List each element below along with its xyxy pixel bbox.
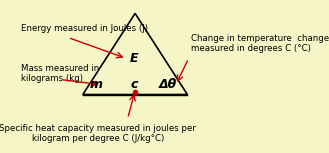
Text: Specific heat capacity measured in joules per
kilogram per degree C (J/kg°C): Specific heat capacity measured in joule… (0, 124, 196, 143)
Text: Δθ: Δθ (159, 78, 177, 91)
Text: c: c (131, 78, 138, 91)
Text: Mass measured in
kilograms (kg): Mass measured in kilograms (kg) (20, 64, 99, 83)
Polygon shape (83, 13, 188, 95)
Text: Energy measured in Joules (J): Energy measured in Joules (J) (20, 24, 147, 33)
Text: Change in temperature  change
measured in degrees C (°C): Change in temperature change measured in… (191, 34, 329, 53)
Text: E: E (130, 52, 138, 65)
Text: m: m (90, 78, 103, 91)
